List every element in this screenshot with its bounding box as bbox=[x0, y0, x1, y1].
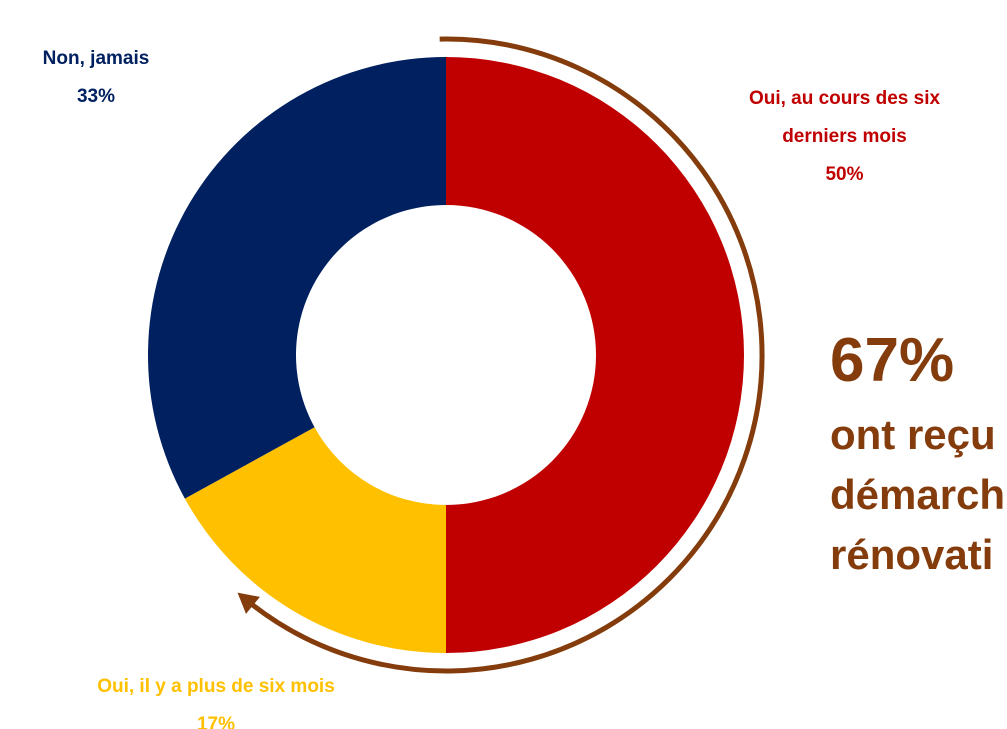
value-label: 33% bbox=[76, 86, 116, 107]
donut-segment bbox=[184, 427, 447, 653]
data-label: Oui, il y a plus de six mois 17% bbox=[36, 668, 396, 729]
annotation-text: rénovati bbox=[830, 531, 994, 578]
data-label: Oui, au cours des six derniers mois 50% bbox=[722, 80, 967, 194]
value-label: 17% bbox=[196, 714, 236, 729]
annotation-value: 67% bbox=[830, 326, 955, 395]
category-label: Oui, il y a plus de six mois bbox=[97, 676, 335, 697]
donut-segment bbox=[148, 57, 446, 499]
donut-segment bbox=[446, 57, 744, 653]
arrow-head bbox=[237, 592, 260, 614]
data-label: Non, jamais 33% bbox=[0, 40, 192, 116]
value-label: 50% bbox=[825, 164, 864, 185]
annotation-text: ont reçu bbox=[830, 411, 996, 458]
category-label: Non, jamais bbox=[42, 48, 150, 69]
annotation-text: démarch bbox=[830, 471, 1006, 518]
category-label: Oui, au cours des six derniers mois bbox=[748, 88, 941, 147]
arrow-arc bbox=[243, 36, 765, 674]
